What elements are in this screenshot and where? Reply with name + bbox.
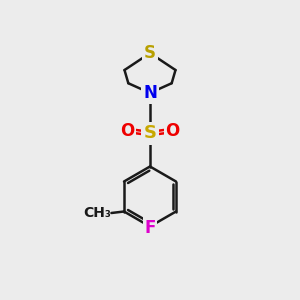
Text: O: O bbox=[165, 122, 180, 140]
Text: O: O bbox=[120, 122, 135, 140]
Text: N: N bbox=[143, 84, 157, 102]
Text: CH₃: CH₃ bbox=[83, 206, 111, 220]
Text: F: F bbox=[144, 219, 156, 237]
Text: S: S bbox=[144, 44, 156, 62]
Text: S: S bbox=[143, 124, 157, 142]
